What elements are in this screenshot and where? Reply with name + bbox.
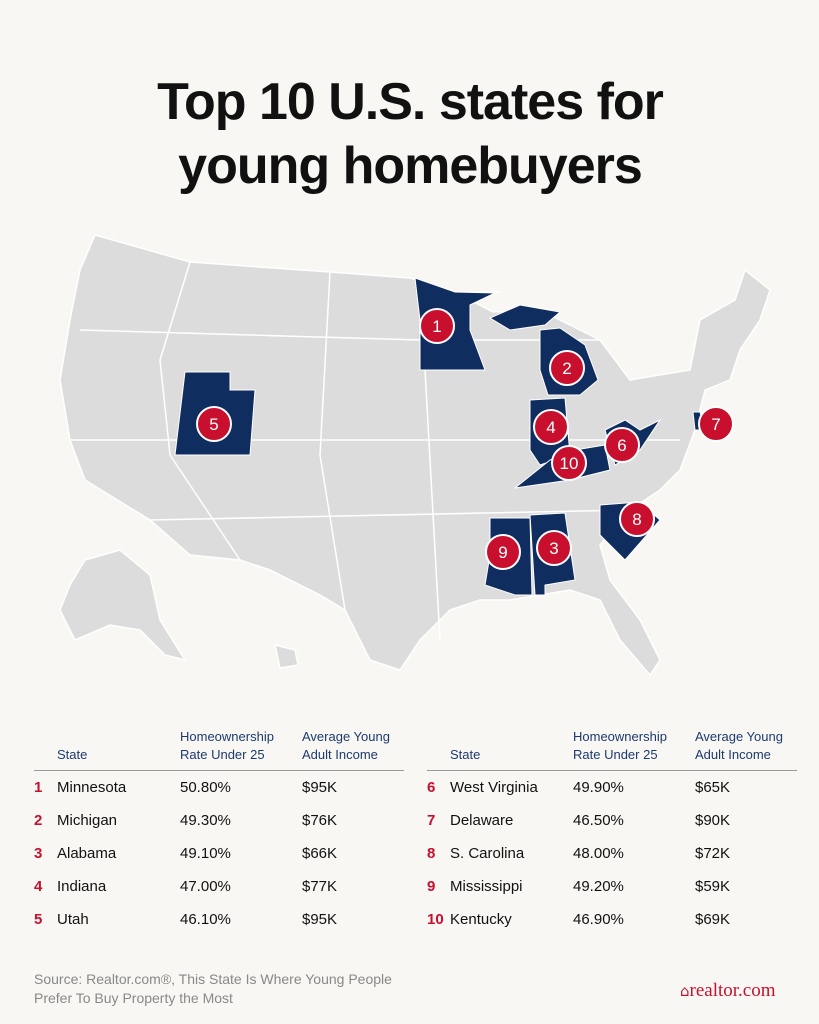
marker-label: 7 [711, 415, 720, 434]
state-line [149, 509, 631, 521]
rank: 10 [427, 911, 444, 928]
cell: Delaware [450, 812, 514, 829]
marker [619, 501, 655, 537]
hawaii [274, 643, 299, 669]
alaska [59, 549, 187, 662]
rank: 4 [34, 878, 43, 895]
header-cell: State [450, 747, 481, 762]
table-header: State Homeownership Rate Under 25 Average … [427, 729, 797, 771]
table-row: 5 Utah 46.10% $95K [34, 903, 404, 936]
marker [485, 534, 521, 570]
marker-label: 3 [549, 539, 558, 558]
table-row: 3 Alabama 49.10% $66K [34, 837, 404, 870]
cell: 49.90% [573, 779, 624, 796]
cell: Minnesota [57, 779, 127, 796]
cell: 49.30% [180, 812, 231, 829]
us-outline [59, 234, 771, 677]
logo: ⌂realtor.com [680, 980, 776, 1002]
cell: 48.00% [573, 845, 624, 862]
cell: $76K [302, 812, 338, 829]
marker-label: 2 [562, 359, 571, 378]
table-row: 8 S. Carolina 48.00% $72K [427, 837, 797, 870]
table: State Homeownership Rate Under 25 Average … [427, 729, 797, 936]
marker [196, 406, 232, 442]
minnesota [414, 277, 496, 371]
rank: 9 [427, 878, 436, 895]
cell: $90K [695, 812, 731, 829]
table-row: 10 Kentucky 46.90% $69K [427, 903, 797, 936]
cell: Indiana [57, 878, 107, 895]
cell: Mississippi [450, 878, 523, 895]
cell: $66K [302, 845, 338, 862]
rank: 2 [34, 812, 43, 829]
marker [533, 409, 569, 445]
cell: Utah [57, 911, 89, 928]
cell: West Virginia [450, 779, 538, 796]
header-cell: Average Young Adult Income [302, 729, 390, 762]
cell: $69K [695, 911, 731, 928]
table-row: 2 Michigan 49.30% $76K [34, 804, 404, 837]
michigan-up [488, 304, 562, 331]
marker [549, 350, 585, 386]
table-row: 7 Delaware 46.50% $90K [427, 804, 797, 837]
marker [419, 308, 455, 344]
marker [536, 530, 572, 566]
rank: 6 [427, 779, 436, 796]
marker-label: 6 [617, 436, 626, 455]
rank: 3 [34, 845, 43, 862]
cell: 46.50% [573, 812, 624, 829]
marker-label: 5 [209, 415, 218, 434]
map: 1 2 3 4 5 6 7 8 9 10 [59, 234, 771, 677]
header-cell: State [57, 747, 88, 762]
logo-text: realtor.com [689, 980, 776, 1001]
state-line [319, 271, 346, 611]
header-cell: Homeownership Rate Under 25 [573, 729, 667, 762]
table-row: 9 Mississippi 49.20% $59K [427, 870, 797, 903]
source: Source: Realtor.com®, This State Is Wher… [34, 971, 392, 1006]
cell: $95K [302, 779, 338, 796]
marker [551, 445, 587, 481]
cell: $95K [302, 911, 338, 928]
marker-label: 4 [546, 418, 555, 437]
cell: 47.00% [180, 878, 231, 895]
header-cell: Average Young Adult Income [695, 729, 783, 762]
marker-label: 8 [632, 510, 641, 529]
logo-icon: ⌂ [680, 982, 690, 1000]
marker-label: 10 [560, 454, 579, 473]
cell: $59K [695, 878, 731, 895]
cell: Kentucky [450, 911, 512, 928]
table-row: 4 Indiana 47.00% $77K [34, 870, 404, 903]
cell: $65K [695, 779, 731, 796]
title: Top 10 U.S. states for young homebuyers [157, 73, 664, 195]
rank: 8 [427, 845, 436, 862]
rank: 1 [34, 779, 43, 796]
rank: 7 [427, 812, 436, 829]
cell: S. Carolina [450, 845, 525, 862]
cell: 50.80% [180, 779, 231, 796]
state-line [159, 261, 241, 561]
table-row: 6 West Virginia 49.90% $65K [427, 771, 797, 804]
table-row: 1 Minnesota 50.80% $95K [34, 771, 404, 804]
cell: 46.10% [180, 911, 231, 928]
cell: 46.90% [573, 911, 624, 928]
header-cell: Homeownership Rate Under 25 [180, 729, 274, 762]
marker-label: 1 [432, 317, 441, 336]
table: State Homeownership Rate Under 25 Average … [34, 729, 404, 936]
cell: Alabama [57, 845, 117, 862]
cell: Michigan [57, 812, 118, 829]
cell: 49.20% [573, 878, 624, 895]
marker [604, 427, 640, 463]
cell: $72K [695, 845, 731, 862]
cell: 49.10% [180, 845, 231, 862]
marker [698, 406, 734, 442]
table-header: State Homeownership Rate Under 25 Average … [34, 729, 404, 771]
marker-label: 9 [498, 543, 507, 562]
cell: $77K [302, 878, 338, 895]
rank: 5 [34, 911, 43, 928]
